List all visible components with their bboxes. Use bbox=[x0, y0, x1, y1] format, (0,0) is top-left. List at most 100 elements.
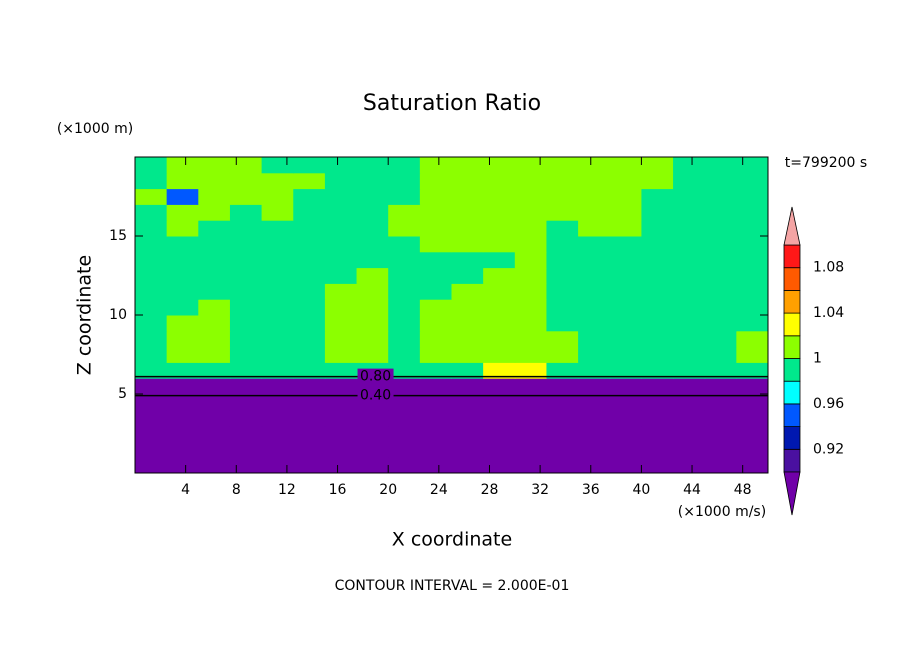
contour-cell bbox=[198, 251, 231, 269]
contour-cell bbox=[419, 394, 452, 411]
contour-cell bbox=[483, 251, 516, 269]
contour-cell bbox=[609, 251, 642, 269]
contour-cell bbox=[229, 204, 263, 221]
contour-cell bbox=[483, 204, 516, 221]
colorbar-box bbox=[783, 426, 801, 450]
contour-cell bbox=[546, 204, 579, 221]
contour-cell bbox=[736, 157, 769, 174]
contour-cell bbox=[451, 188, 484, 205]
contour-cell bbox=[229, 251, 263, 269]
contour-cell bbox=[166, 362, 199, 379]
y-tick-label: 5 bbox=[118, 386, 127, 402]
contour-cell bbox=[578, 457, 611, 474]
contour-cell bbox=[166, 267, 199, 284]
contour-cell bbox=[514, 394, 547, 411]
colorbar-over bbox=[783, 206, 801, 246]
contour-cell bbox=[578, 283, 611, 300]
contour-cell bbox=[388, 330, 421, 348]
contour-cell bbox=[609, 346, 642, 363]
contour-cell bbox=[514, 441, 547, 458]
colorbar-box bbox=[783, 244, 801, 269]
contour-cell bbox=[673, 409, 706, 427]
contour-cell bbox=[135, 409, 168, 427]
contour-cell bbox=[451, 441, 484, 458]
contour-cell bbox=[483, 283, 516, 300]
contour-cell bbox=[198, 378, 231, 395]
contour-cell bbox=[356, 299, 389, 316]
x-unit-label: (×1000 m/s) bbox=[678, 504, 766, 520]
contour-cell bbox=[704, 157, 737, 174]
contour-cell bbox=[388, 299, 421, 316]
contour-cell bbox=[578, 251, 611, 269]
contour-cell bbox=[198, 425, 231, 442]
contour-cell bbox=[293, 172, 326, 190]
contour-cell bbox=[451, 157, 484, 174]
contour-cell bbox=[261, 409, 294, 427]
contour-cell bbox=[451, 267, 484, 284]
contour-cell bbox=[673, 283, 706, 300]
contour-cell bbox=[293, 188, 326, 205]
contour-cell bbox=[135, 188, 168, 205]
contour-cell bbox=[198, 299, 231, 316]
contour-cell bbox=[736, 457, 769, 474]
x-tick-label: 8 bbox=[232, 482, 241, 498]
x-tick-label: 20 bbox=[379, 482, 397, 498]
contour-cell bbox=[641, 441, 674, 458]
colorbar-box bbox=[783, 403, 801, 427]
contour-cell bbox=[451, 378, 484, 395]
contour-cell bbox=[736, 346, 769, 363]
contour-cell bbox=[451, 457, 484, 474]
contour-cell bbox=[704, 251, 737, 269]
contour-cell bbox=[736, 251, 769, 269]
contour-cell bbox=[356, 283, 389, 300]
contour-cell bbox=[261, 236, 294, 253]
contour-cell bbox=[451, 330, 484, 348]
contour-cell bbox=[356, 157, 389, 174]
x-tick-label: 40 bbox=[632, 482, 650, 498]
contour-cell bbox=[166, 346, 199, 363]
contour-cell bbox=[483, 425, 516, 442]
contour-cell bbox=[324, 330, 358, 348]
contour-cell bbox=[609, 299, 642, 316]
contour-cell bbox=[293, 378, 326, 395]
contour-cell bbox=[546, 346, 579, 363]
contour-cell bbox=[166, 251, 199, 269]
contour-cell bbox=[135, 267, 168, 284]
footer: CONTOUR INTERVAL = 2.000E-01 bbox=[335, 578, 570, 594]
contour-cell bbox=[135, 220, 168, 237]
contour-cell bbox=[673, 251, 706, 269]
contour-cell bbox=[641, 425, 674, 442]
contour-cell bbox=[578, 362, 611, 379]
contour-cell bbox=[198, 346, 231, 363]
y-tick-label: 15 bbox=[109, 228, 127, 244]
contour-cell bbox=[546, 267, 579, 284]
contour-cell bbox=[135, 362, 168, 379]
contour-cell bbox=[388, 346, 421, 363]
contour-cell bbox=[166, 315, 199, 332]
contour-cell bbox=[293, 425, 326, 442]
contour-cell bbox=[388, 236, 421, 253]
contour-cell bbox=[293, 441, 326, 458]
contour-cell bbox=[704, 425, 737, 442]
contour-cell bbox=[229, 362, 263, 379]
contour-cell bbox=[293, 394, 326, 411]
contour-cell bbox=[736, 409, 769, 427]
contour-cell bbox=[229, 220, 263, 237]
contour-cell bbox=[261, 346, 294, 363]
contour-cell bbox=[324, 378, 358, 395]
contour-cell bbox=[229, 441, 263, 458]
contour-cell bbox=[641, 330, 674, 348]
contour-cell bbox=[704, 267, 737, 284]
contour-cell bbox=[451, 425, 484, 442]
contour-cell bbox=[578, 409, 611, 427]
contour-cell bbox=[356, 251, 389, 269]
x-tick-label: 48 bbox=[734, 482, 752, 498]
contour-cell bbox=[673, 315, 706, 332]
contour-cell bbox=[135, 441, 168, 458]
contour-cell bbox=[483, 188, 516, 205]
contour-cell bbox=[135, 283, 168, 300]
contour-cell bbox=[483, 299, 516, 316]
contour-cell bbox=[356, 220, 389, 237]
contour-cell bbox=[578, 236, 611, 253]
x-tick-label: 44 bbox=[683, 482, 701, 498]
